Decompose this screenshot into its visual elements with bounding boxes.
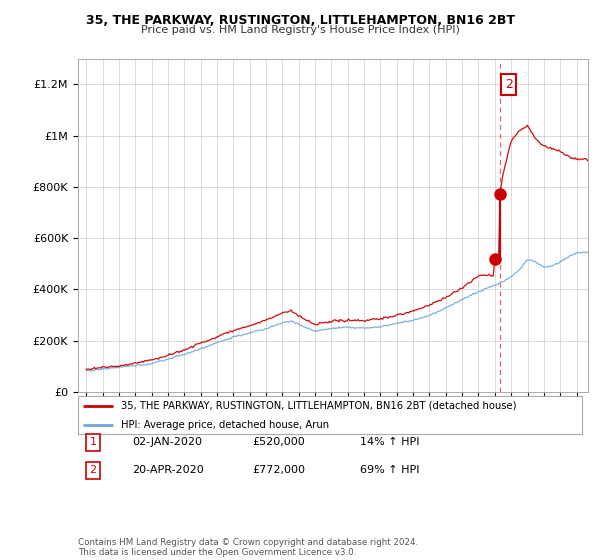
Text: £520,000: £520,000: [252, 437, 305, 447]
Text: £772,000: £772,000: [252, 465, 305, 475]
Text: Price paid vs. HM Land Registry's House Price Index (HPI): Price paid vs. HM Land Registry's House …: [140, 25, 460, 35]
Text: 1: 1: [89, 437, 97, 447]
Text: 14% ↑ HPI: 14% ↑ HPI: [360, 437, 419, 447]
Text: 35, THE PARKWAY, RUSTINGTON, LITTLEHAMPTON, BN16 2BT (detached house): 35, THE PARKWAY, RUSTINGTON, LITTLEHAMPT…: [121, 401, 517, 411]
Text: 35, THE PARKWAY, RUSTINGTON, LITTLEHAMPTON, BN16 2BT: 35, THE PARKWAY, RUSTINGTON, LITTLEHAMPT…: [86, 14, 515, 27]
Text: 2: 2: [505, 78, 512, 91]
Text: 69% ↑ HPI: 69% ↑ HPI: [360, 465, 419, 475]
Text: 2: 2: [89, 465, 97, 475]
Text: HPI: Average price, detached house, Arun: HPI: Average price, detached house, Arun: [121, 420, 329, 430]
Text: 20-APR-2020: 20-APR-2020: [132, 465, 204, 475]
Text: Contains HM Land Registry data © Crown copyright and database right 2024.
This d: Contains HM Land Registry data © Crown c…: [78, 538, 418, 557]
Text: 02-JAN-2020: 02-JAN-2020: [132, 437, 202, 447]
